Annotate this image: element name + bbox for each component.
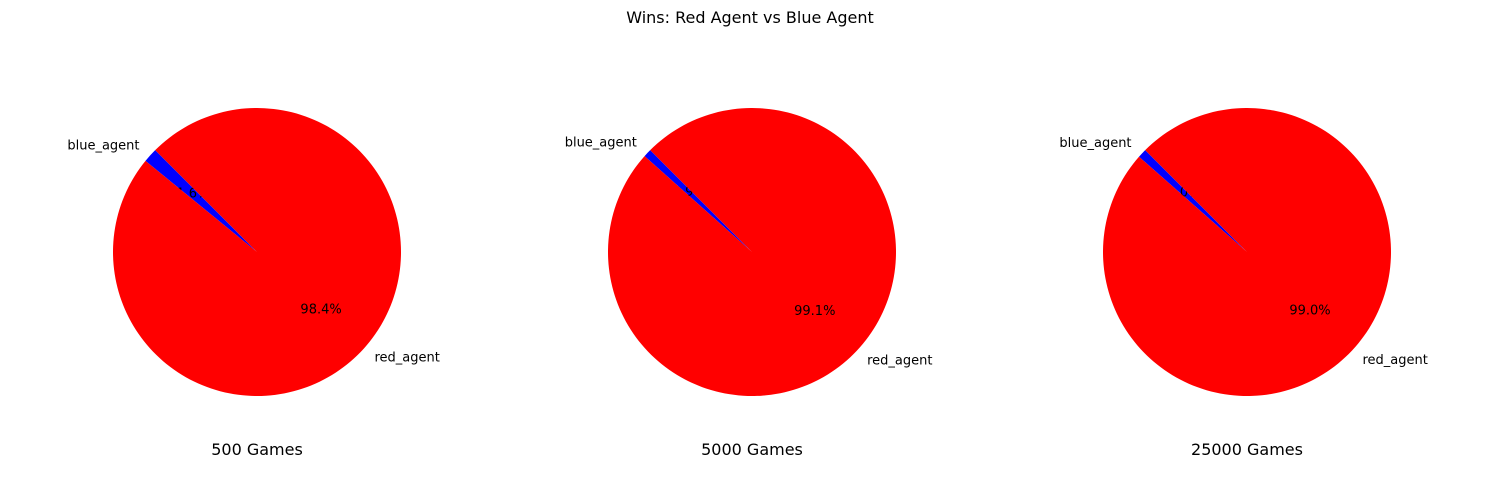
subplot-xlabel: 5000 Games	[701, 440, 803, 459]
pie-slice-blue-agent	[145, 150, 257, 252]
slice-percent-label: 99.1%	[794, 304, 835, 319]
slice-label: blue_agent	[1059, 136, 1131, 151]
pie-slice-red-agent	[1102, 108, 1391, 397]
pie-slice-red-agent	[113, 107, 402, 396]
pie-slice-blue-agent	[644, 150, 752, 252]
slice-label: red_agent	[867, 353, 932, 368]
slice-label: blue_agent	[565, 136, 637, 151]
slice-label: red_agent	[374, 351, 439, 366]
pie-slice-red-agent	[607, 108, 896, 397]
slice-percent-label: 99.0%	[1289, 304, 1330, 319]
pie-slice-blue-agent	[1138, 150, 1247, 252]
subplot-xlabel: 25000 Games	[1191, 440, 1303, 459]
slice-label: blue_agent	[67, 138, 139, 153]
slice-percent-label: 98.4%	[300, 302, 341, 317]
subplot-xlabel: 500 Games	[211, 440, 303, 459]
slice-label: red_agent	[1362, 353, 1427, 368]
chart-title: Wins: Red Agent vs Blue Agent	[626, 8, 874, 27]
